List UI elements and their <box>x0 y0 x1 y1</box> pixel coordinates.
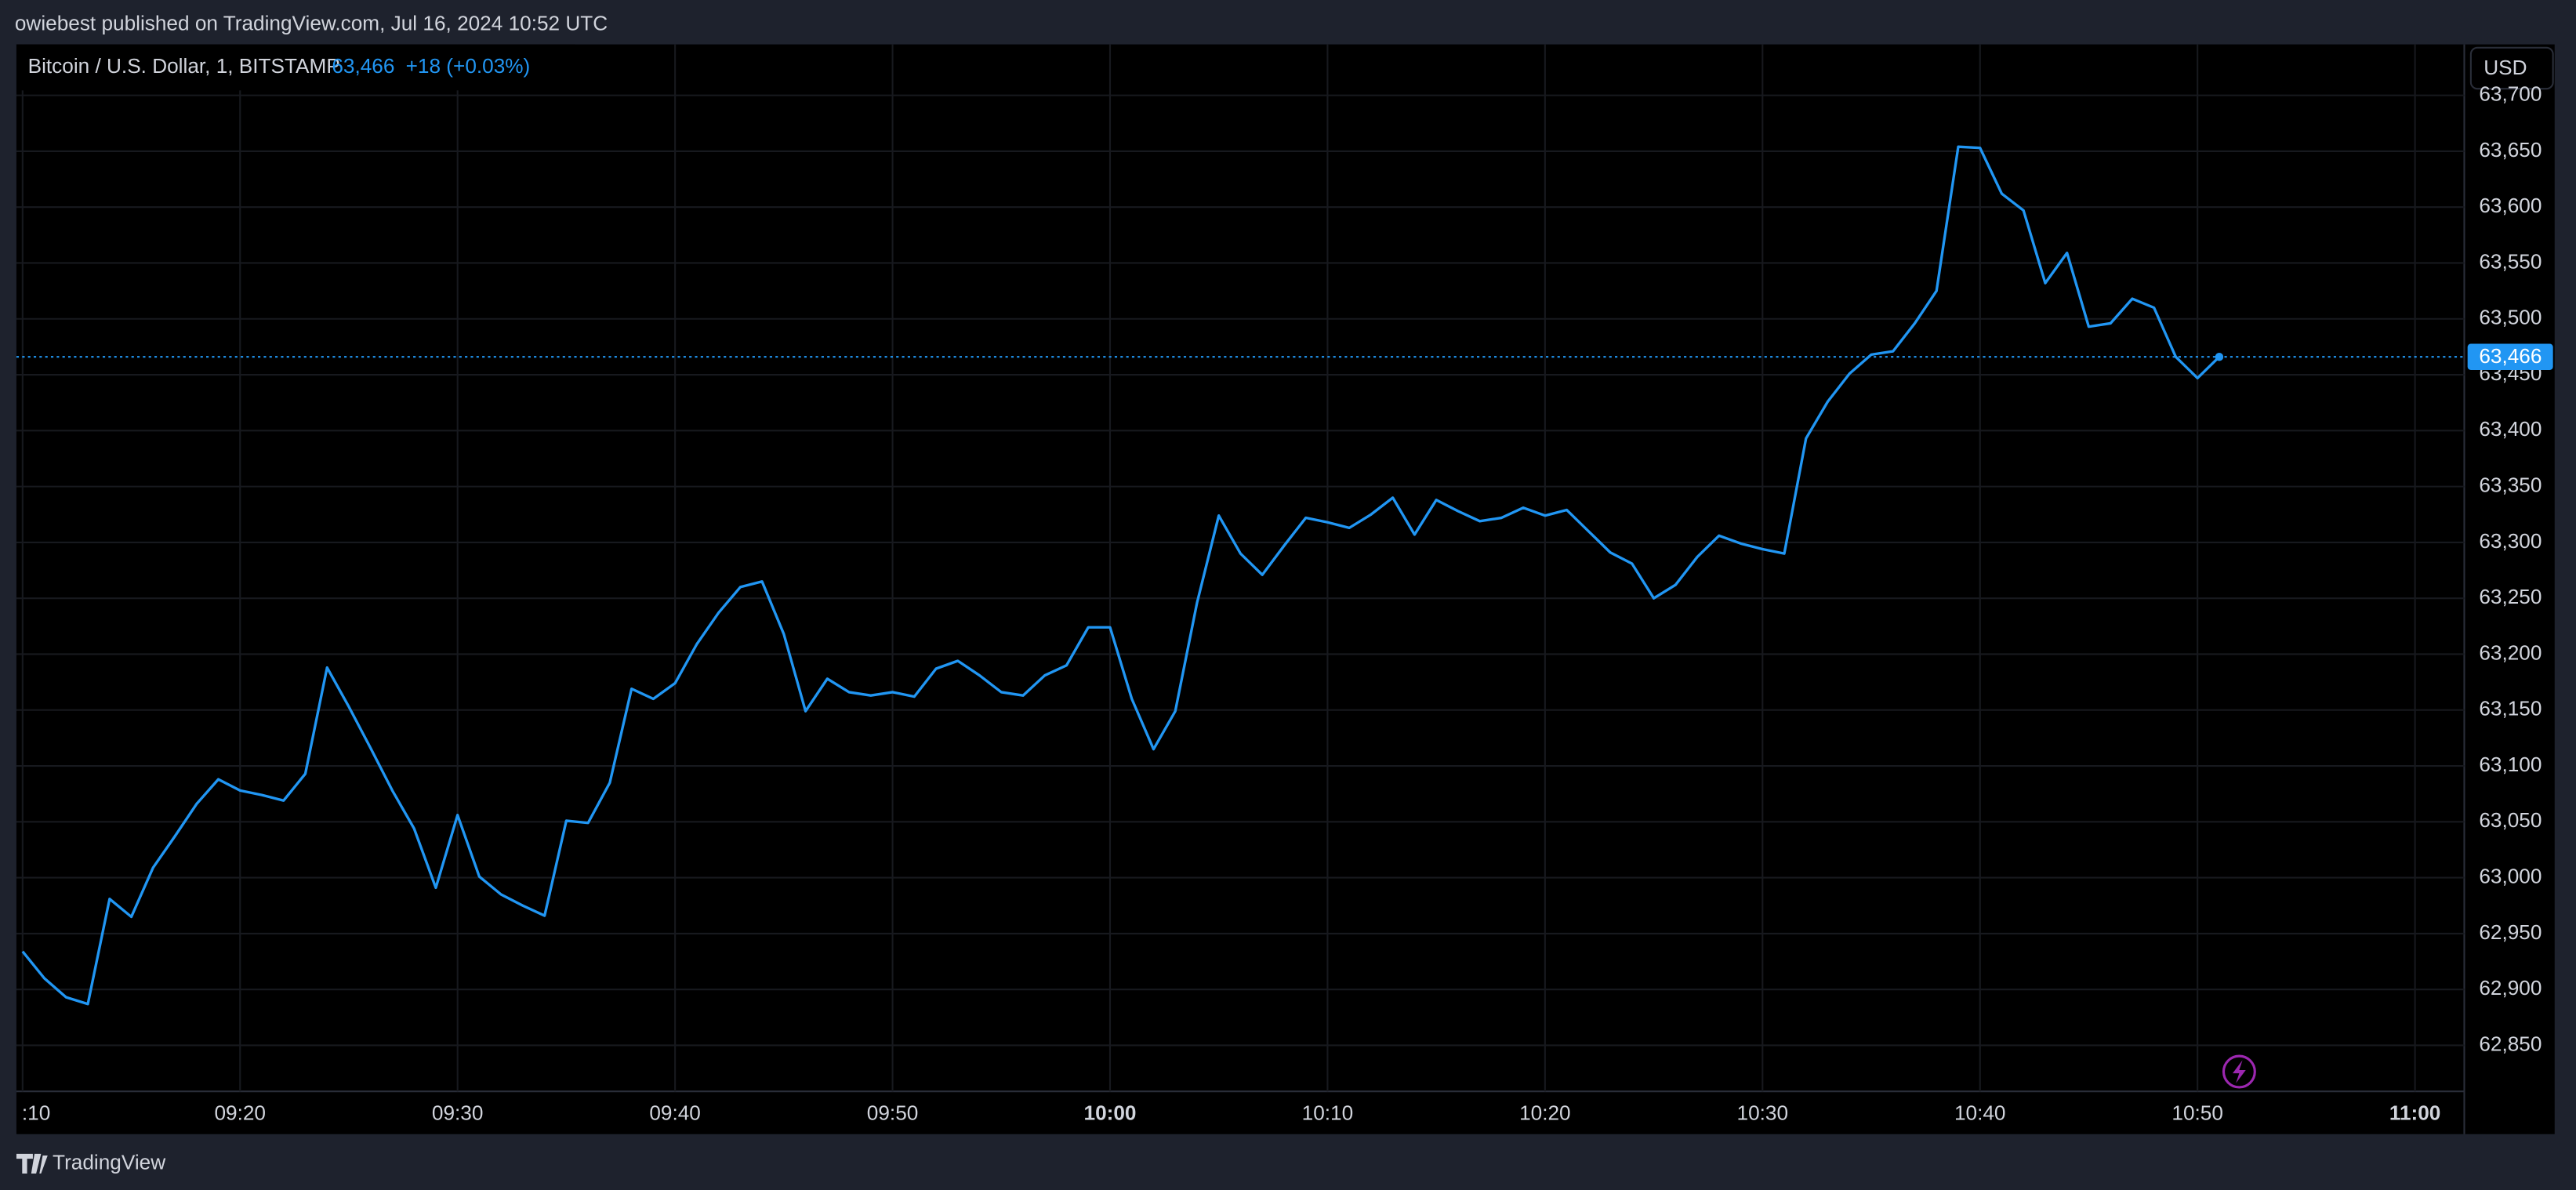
y-tick-label: 63,050 <box>2479 808 2542 832</box>
currency-button-label[interactable]: USD <box>2483 56 2527 79</box>
last-point <box>2215 352 2224 361</box>
y-tick-label: 62,900 <box>2479 976 2542 1000</box>
price-line <box>21 145 2221 1006</box>
x-tick-label: 10:00 <box>1084 1101 1137 1124</box>
legend-price: 63,466 <box>332 54 394 78</box>
y-tick-label: 63,550 <box>2479 249 2542 273</box>
x-tick-label: 10:30 <box>1737 1101 1789 1124</box>
x-tick-label: :10 <box>22 1101 50 1124</box>
publisher-header: owiebest published on TradingView.com, J… <box>15 11 608 34</box>
y-tick-label: 63,250 <box>2479 585 2542 608</box>
x-tick-label: 09:30 <box>432 1101 484 1124</box>
legend-backdrop <box>16 44 575 91</box>
y-tick-label: 63,200 <box>2479 640 2542 664</box>
y-tick-label: 63,350 <box>2479 473 2542 497</box>
x-tick-label: 09:40 <box>649 1101 701 1124</box>
lightning-icon[interactable] <box>2222 1054 2256 1089</box>
brand-logo <box>16 1153 48 1174</box>
x-tick-label: 10:40 <box>1954 1101 2006 1124</box>
x-tick-label: 11:00 <box>2389 1101 2441 1124</box>
symbol-legend: Bitcoin / U.S. Dollar, 1, BITSTAMP <box>28 54 340 78</box>
y-tick-label: 63,400 <box>2479 417 2542 441</box>
y-tick-label: 63,650 <box>2479 138 2542 161</box>
y-tick-label: 63,150 <box>2479 697 2542 720</box>
y-tick-label: 63,100 <box>2479 753 2542 776</box>
y-tick-label: 63,600 <box>2479 194 2542 217</box>
y-tick-label: 63,500 <box>2479 306 2542 329</box>
currency-button[interactable] <box>2469 46 2554 90</box>
brand-name: TradingView <box>53 1150 165 1174</box>
y-tick-label: 62,950 <box>2479 920 2542 944</box>
last-price-badge <box>2467 343 2553 371</box>
y-tick-label: 62,850 <box>2479 1032 2542 1055</box>
legend-change: +18 (+0.03%) <box>406 54 531 78</box>
y-tick-label: 63,700 <box>2479 82 2542 106</box>
y-tick-label: 63,000 <box>2479 865 2542 888</box>
lightning-glyph <box>2233 1060 2246 1083</box>
x-tick-label: 09:20 <box>214 1101 266 1124</box>
x-tick-label: 10:20 <box>1519 1101 1571 1124</box>
chart-panel <box>16 44 2555 1134</box>
x-tick-label: 10:50 <box>2171 1101 2223 1124</box>
x-tick-label: 10:10 <box>1302 1101 1354 1124</box>
x-tick-label: 09:50 <box>867 1101 919 1124</box>
y-tick-label: 63,300 <box>2479 529 2542 553</box>
last-price-label: 63,466 <box>2479 344 2542 368</box>
plot-area <box>16 44 2465 1092</box>
